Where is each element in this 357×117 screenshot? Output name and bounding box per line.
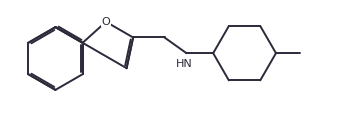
Text: O: O [102, 17, 110, 27]
Text: HN: HN [176, 58, 193, 69]
